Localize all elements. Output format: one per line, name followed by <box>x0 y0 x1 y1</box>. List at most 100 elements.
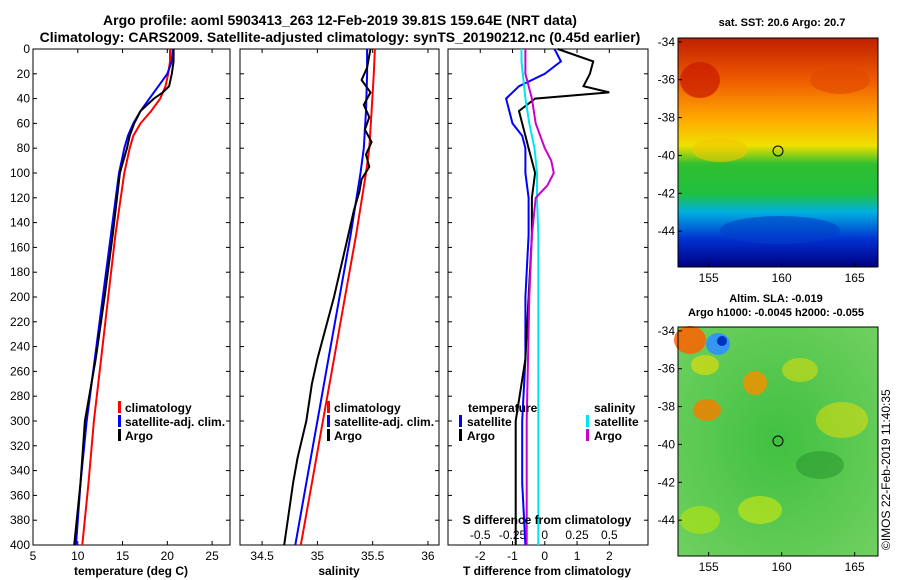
depth-tick-label: 180 <box>10 265 30 279</box>
sla-mid-patch <box>738 496 782 524</box>
depth-tick-label: 240 <box>10 340 30 354</box>
legend-label-s-argo: Argo <box>594 429 622 443</box>
sla-high-patch <box>674 326 706 354</box>
legend-label-t-satellite: satellite <box>467 415 512 429</box>
figure-title-line1: Argo profile: aoml 5903413_263 12-Feb-20… <box>103 12 577 28</box>
depth-tick-label: 100 <box>10 166 30 180</box>
depth-tick-label: 20 <box>17 67 31 81</box>
sst-warm-patch <box>680 62 720 98</box>
temperature-panel: 0 20 40 60 80 100 120 140 160 180 200 220 240 260 280 3… <box>10 42 231 578</box>
depth-tick-label: 400 <box>10 538 30 552</box>
x-tick-label: 25 <box>205 549 219 563</box>
lon-tick-label: 160 <box>772 271 792 285</box>
depth-tick-label: 320 <box>10 439 30 453</box>
s-diff-tick-label: 0.25 <box>565 528 589 542</box>
depth-tick-label: 380 <box>10 513 30 527</box>
series-line-argo <box>73 49 175 546</box>
depth-tick-label: 140 <box>10 216 30 230</box>
legend-swatch-climatology <box>327 401 330 413</box>
x-tick-label: -2 <box>475 549 486 563</box>
series-line-climatology <box>299 48 376 546</box>
sla-mid-patch <box>782 358 818 382</box>
sst-front-patch <box>692 138 748 162</box>
lat-tick-label: -44 <box>658 224 676 238</box>
difference-legend: temperature satellite Argo salinity sate… <box>459 401 639 443</box>
x-tick-label: 2 <box>606 549 613 563</box>
s-diff-tick-label: 0.5 <box>601 528 618 542</box>
sla-mid-patch <box>680 506 720 534</box>
depth-tick-label: 360 <box>10 488 30 502</box>
lon-tick-label: 160 <box>772 560 792 574</box>
lat-tick-label: -40 <box>658 148 676 162</box>
legend-swatch-argo <box>118 429 121 441</box>
lat-tick-label: -42 <box>658 186 676 200</box>
lat-tick-label: -34 <box>658 324 676 338</box>
legend-label-climatology: climatology <box>125 401 192 415</box>
legend-swatch-s-satellite <box>586 415 589 427</box>
temperature-axes-frame <box>32 48 231 546</box>
s-diff-tick-label: -0.5 <box>470 528 491 542</box>
lon-tick-label: 165 <box>845 271 865 285</box>
legend-swatch-satellite <box>327 415 330 427</box>
legend-label-t-argo: Argo <box>467 429 495 443</box>
x-tick-label: 1 <box>574 549 581 563</box>
depth-tick-label: 220 <box>10 315 30 329</box>
series-line-s-satellite <box>520 49 540 545</box>
depth-tick-label: 40 <box>17 92 31 106</box>
sla-high-patch <box>693 399 721 421</box>
sla-mid-patch <box>691 355 719 375</box>
lon-tick-label: 155 <box>699 560 719 574</box>
salinity-legend: climatology satellite-adj. clim. Argo <box>327 401 434 443</box>
sla-map-panel: Altim. SLA: -0.019 Argo h1000: -0.0045 h… <box>658 293 879 574</box>
x-tick-label: 20 <box>161 549 175 563</box>
depth-tick-label: 80 <box>17 141 31 155</box>
sla-map-title-line1: Altim. SLA: -0.019 <box>729 293 823 305</box>
legend-label-argo: Argo <box>125 429 153 443</box>
sst-cold-patch <box>720 216 840 244</box>
depth-tick-label: 200 <box>10 290 30 304</box>
depth-tick-label: 300 <box>10 414 30 428</box>
legend-label-satellite: satellite-adj. clim. <box>125 415 225 429</box>
x-tick-label: 36 <box>421 549 435 563</box>
lat-tick-label: -42 <box>658 475 676 489</box>
legend-swatch-climatology <box>118 401 121 413</box>
temperature-legend: climatology satellite-adj. clim. Argo <box>118 401 225 443</box>
legend-swatch-satellite <box>118 415 121 427</box>
sla-map-title-line2: Argo h1000: -0.0045 h2000: -0.055 <box>688 307 864 319</box>
legend-swatch-t-satellite <box>459 415 462 427</box>
lat-tick-label: -40 <box>658 437 676 451</box>
legend-swatch-argo <box>327 429 330 441</box>
sst-map-panel: sat. SST: 20.6 Argo: 20.7 <box>658 17 879 285</box>
legend-swatch-s-argo <box>586 429 589 441</box>
figure-title-line2: Climatology: CARS2009. Satellite-adjuste… <box>40 29 641 45</box>
depth-tick-label: 60 <box>17 116 31 130</box>
depth-tick-label: 160 <box>10 240 30 254</box>
legend-title-salinity: salinity <box>594 401 636 415</box>
legend-label-s-satellite: satellite <box>594 415 639 429</box>
depth-tick-label: 0 <box>23 42 30 56</box>
legend-label-satellite: satellite-adj. clim. <box>334 415 434 429</box>
temperature-xlabel: temperature (deg C) <box>74 564 188 578</box>
series-line-t-argo <box>514 48 610 545</box>
series-line-s-argo <box>524 49 555 545</box>
depth-tick-label: 260 <box>10 364 30 378</box>
sst-argo-location-marker <box>772 145 784 157</box>
series-line-t-satellite <box>504 48 563 546</box>
difference-panel: -2 -1 0 1 2 -0.5 -0.25 0 0.25 0.5 T difference fr… <box>447 48 649 578</box>
t-difference-xlabel: T difference from climatology <box>463 564 631 578</box>
lon-tick-label: 165 <box>845 560 865 574</box>
x-tick-label: -1 <box>507 549 518 563</box>
series-line-argo <box>283 48 373 546</box>
x-tick-label: 15 <box>116 549 130 563</box>
depth-tick-label: 120 <box>10 191 30 205</box>
sst-map-frame <box>677 37 879 268</box>
x-tick-label: 35.5 <box>361 549 385 563</box>
legend-swatch-t-argo <box>459 429 462 441</box>
sla-low-core <box>717 336 727 346</box>
s-diff-tick-label: -0.25 <box>499 528 527 542</box>
series-line-climatology <box>81 49 171 546</box>
lon-tick-label: 155 <box>699 271 719 285</box>
sst-warm-patch <box>810 66 870 94</box>
x-tick-label: 35 <box>311 549 325 563</box>
